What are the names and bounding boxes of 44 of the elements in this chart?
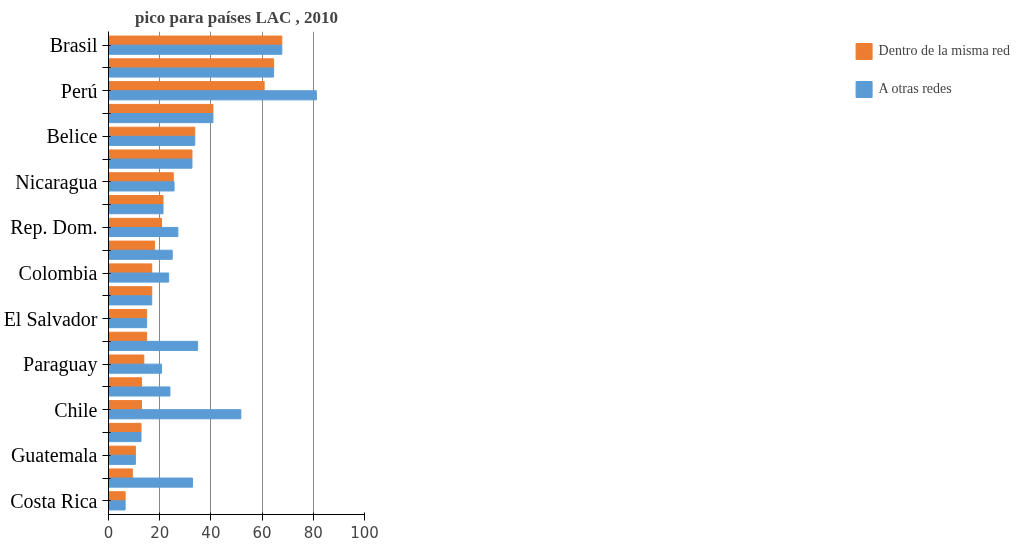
y-tick-label: Paraguay bbox=[23, 353, 98, 377]
bar bbox=[108, 240, 156, 251]
bar bbox=[108, 272, 170, 283]
bar bbox=[108, 249, 173, 260]
x-tick-label: 40 bbox=[201, 523, 221, 542]
bar bbox=[108, 363, 162, 374]
bar bbox=[108, 226, 179, 238]
bar bbox=[108, 44, 283, 55]
legend-label: Dentro de la misma red bbox=[878, 43, 1010, 59]
y-tick-label: Costa Rica bbox=[10, 489, 98, 512]
bar bbox=[108, 340, 199, 351]
x-tick-label: 20 bbox=[150, 523, 170, 542]
bar bbox=[108, 454, 136, 465]
y-tick-label: El Salvador bbox=[3, 307, 98, 330]
bar bbox=[108, 158, 193, 169]
bar bbox=[108, 386, 171, 397]
bar bbox=[108, 181, 175, 192]
chart-title: pico para países LAC , 2010 bbox=[134, 7, 339, 27]
y-tick-label: Nicaragua bbox=[15, 170, 98, 194]
x-tick-label: 60 bbox=[252, 523, 272, 542]
y-tick-label: Guatemala bbox=[10, 444, 98, 467]
bar bbox=[108, 431, 142, 443]
y-tick-label: Belice bbox=[46, 125, 98, 148]
bar bbox=[108, 295, 153, 306]
bar bbox=[108, 318, 148, 329]
y-tick-label: Perú bbox=[60, 79, 98, 102]
legend-label: A otras redes bbox=[878, 81, 952, 97]
bar bbox=[108, 477, 193, 488]
bar bbox=[108, 135, 196, 146]
bar bbox=[108, 67, 275, 78]
bar bbox=[108, 113, 214, 124]
x-tick-label: 80 bbox=[303, 523, 323, 542]
x-tick-label: 100 bbox=[350, 523, 379, 542]
bar bbox=[108, 204, 164, 215]
bar bbox=[108, 35, 283, 46]
y-tick-label: Colombia bbox=[18, 262, 98, 284]
bar bbox=[108, 500, 126, 511]
y-tick-label: Chile bbox=[54, 398, 98, 421]
y-tick-label: Brasil bbox=[49, 34, 98, 57]
y-tick-label: Rep. Dom. bbox=[10, 216, 98, 240]
bar bbox=[108, 90, 317, 101]
bar bbox=[108, 491, 126, 502]
x-tick-label: 0 bbox=[103, 523, 114, 542]
bar bbox=[108, 409, 242, 420]
